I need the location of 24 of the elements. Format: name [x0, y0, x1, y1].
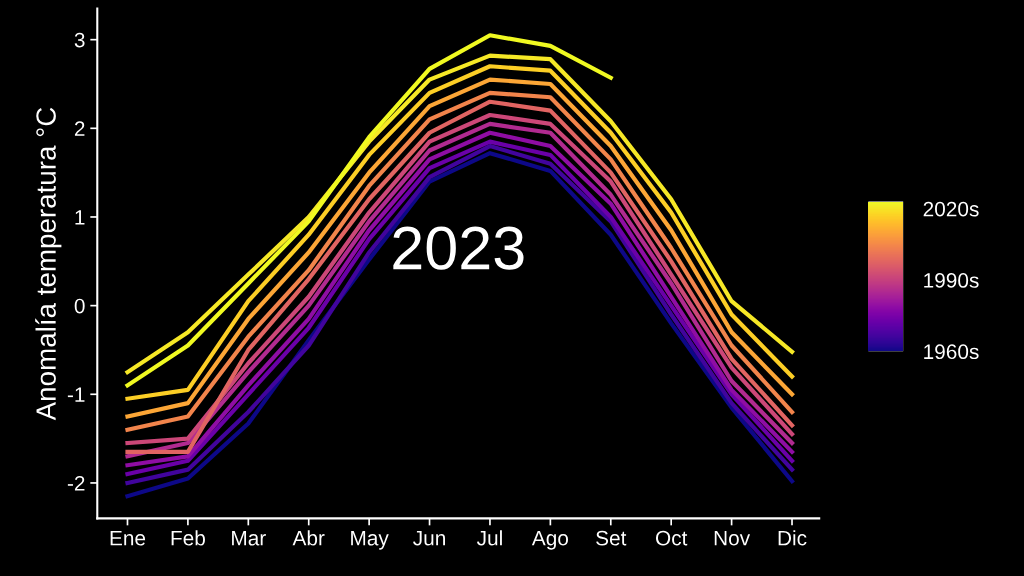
- color-bar-label: 1990s: [924, 273, 979, 288]
- y-axis-title: Anomalía temperatura °C: [35, 107, 62, 421]
- x-tick-label: May: [351, 530, 389, 550]
- x-tick-label: Abr: [292, 530, 325, 546]
- y-tick-label: -2: [67, 475, 85, 491]
- x-tick-label: Ago: [531, 530, 569, 550]
- x-tick-label: Mar: [232, 530, 266, 546]
- x-tick-label: Oct: [655, 530, 688, 546]
- x-tick-label: Ene: [110, 530, 146, 546]
- y-tick-label: 0: [74, 298, 85, 314]
- x-tick-label: Feb: [171, 530, 205, 546]
- line-series: [125, 33, 613, 388]
- color-bar-label: 2020s: [923, 201, 979, 217]
- color-bar-label: 1960s: [924, 344, 979, 360]
- y-tick-label: 2: [74, 121, 85, 136]
- x-tick-label: Dic: [778, 530, 807, 546]
- y-tick-label: 1: [75, 210, 85, 225]
- y-tick-label: -1: [67, 387, 85, 402]
- x-tick-label: Jun: [413, 530, 445, 546]
- x-tick-label: Set: [596, 530, 627, 546]
- annotation: 2023: [393, 226, 524, 270]
- x-tick-label: Jul: [476, 530, 502, 546]
- x-tick-label: Nov: [714, 530, 751, 546]
- y-tick-label: 3: [74, 32, 85, 48]
